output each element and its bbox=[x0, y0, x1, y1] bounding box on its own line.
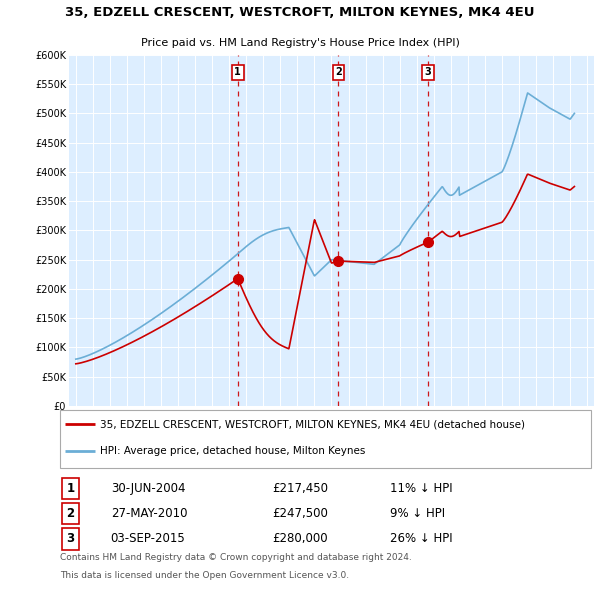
Text: £247,500: £247,500 bbox=[272, 507, 328, 520]
Text: 27-MAY-2010: 27-MAY-2010 bbox=[111, 507, 187, 520]
Text: HPI: Average price, detached house, Milton Keynes: HPI: Average price, detached house, Milt… bbox=[100, 446, 365, 456]
Text: 1: 1 bbox=[235, 67, 241, 77]
Text: 9% ↓ HPI: 9% ↓ HPI bbox=[390, 507, 445, 520]
Text: 35, EDZELL CRESCENT, WESTCROFT, MILTON KEYNES, MK4 4EU: 35, EDZELL CRESCENT, WESTCROFT, MILTON K… bbox=[65, 5, 535, 18]
Text: Price paid vs. HM Land Registry's House Price Index (HPI): Price paid vs. HM Land Registry's House … bbox=[140, 38, 460, 48]
Text: 2: 2 bbox=[335, 67, 341, 77]
Text: Contains HM Land Registry data © Crown copyright and database right 2024.: Contains HM Land Registry data © Crown c… bbox=[59, 553, 412, 562]
Text: 11% ↓ HPI: 11% ↓ HPI bbox=[390, 482, 452, 495]
Text: 35, EDZELL CRESCENT, WESTCROFT, MILTON KEYNES, MK4 4EU (detached house): 35, EDZELL CRESCENT, WESTCROFT, MILTON K… bbox=[100, 419, 525, 430]
Text: 2: 2 bbox=[67, 507, 74, 520]
Text: 3: 3 bbox=[425, 67, 431, 77]
Text: This data is licensed under the Open Government Licence v3.0.: This data is licensed under the Open Gov… bbox=[59, 571, 349, 580]
Text: 3: 3 bbox=[67, 532, 74, 545]
Text: £280,000: £280,000 bbox=[272, 532, 328, 545]
Text: 1: 1 bbox=[67, 482, 74, 495]
Text: 26% ↓ HPI: 26% ↓ HPI bbox=[390, 532, 452, 545]
Text: 03-SEP-2015: 03-SEP-2015 bbox=[111, 532, 185, 545]
Text: £217,450: £217,450 bbox=[272, 482, 328, 495]
Text: 30-JUN-2004: 30-JUN-2004 bbox=[111, 482, 185, 495]
